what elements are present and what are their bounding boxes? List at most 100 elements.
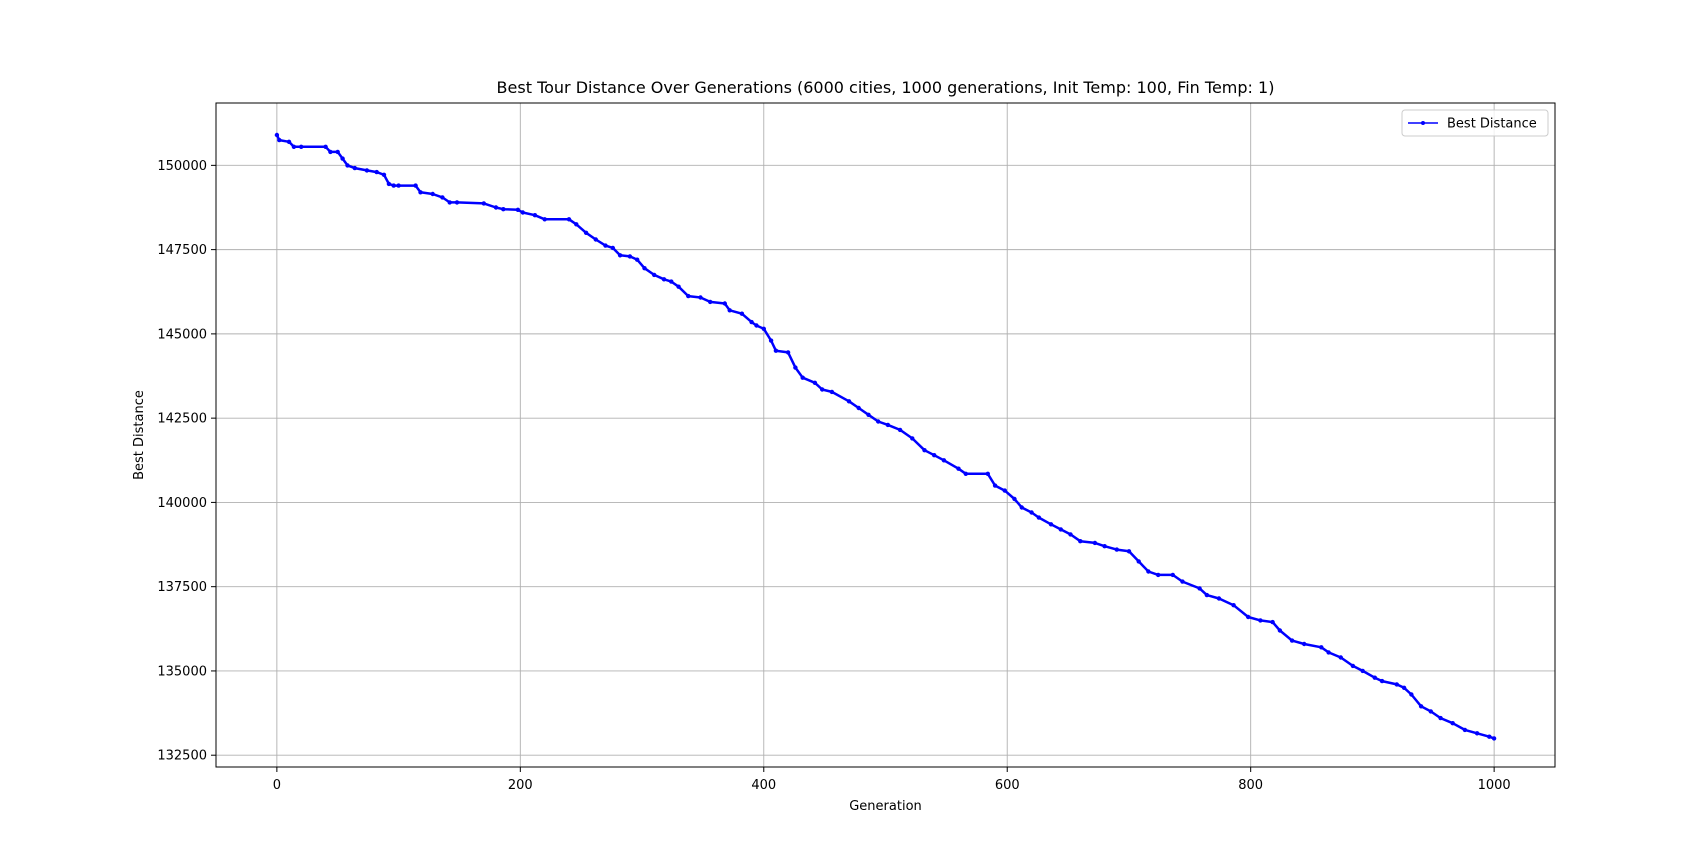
data-point [793,365,798,370]
x-tick-label: 400 [751,778,776,793]
data-point [932,453,937,458]
data-point [1401,685,1407,690]
data-point [829,389,835,395]
data-point [1360,668,1365,674]
data-point [501,207,506,212]
data-point [1350,663,1356,669]
x-tick-label: 0 [273,778,281,793]
data-point [1146,569,1151,574]
data-point [686,293,691,299]
y-tick-label: 135000 [157,664,207,679]
data-point [652,272,657,278]
data-point [1231,603,1236,608]
data-point [698,295,703,300]
data-point [768,338,774,343]
data-point [566,217,572,222]
data-point [1092,540,1098,546]
data-point [542,217,547,222]
data-point [493,205,499,210]
legend: Best Distance [1401,109,1549,137]
y-tick-label: 142500 [157,412,207,427]
data-point [583,230,589,235]
data-point [1246,614,1251,620]
data-point [922,448,927,453]
data-point [396,183,401,188]
data-point [785,350,791,355]
data-point [593,237,598,242]
data-point [812,380,818,385]
y-tick-label: 140000 [157,496,207,511]
x-tick-label: 1000 [1478,778,1511,793]
data-point [676,284,681,289]
data-point [391,183,396,188]
data-point [374,169,379,175]
x-axis-label: Generation [849,799,922,814]
data-point [876,419,881,424]
data-point [323,144,328,149]
series-layer [274,132,1497,741]
data-point [286,139,292,144]
data-point [520,210,525,215]
data-point [1002,488,1007,493]
data-point [1379,678,1385,684]
chart-title: Best Tour Distance Over Generations (600… [497,78,1275,97]
data-point [617,253,623,258]
data-point [642,266,647,271]
data-point [610,245,615,251]
data-point [727,308,732,313]
x-tick-label: 600 [995,778,1020,793]
data-point [1289,638,1295,643]
data-point [381,172,387,177]
data-point [418,190,423,195]
data-point [1394,682,1400,687]
plot-area-frame [215,102,1556,768]
data-point [754,323,759,328]
data-point [1136,559,1141,564]
data-point [661,277,667,282]
data-point [1058,527,1064,532]
data-point [447,200,452,205]
data-point [440,195,445,200]
y-tick-label: 145000 [157,327,207,342]
data-point [274,132,280,138]
x-tick-label: 800 [1238,778,1263,793]
data-point [515,207,521,212]
data-point [739,311,745,316]
data-point [1277,628,1283,633]
data-point [1462,727,1468,733]
data-point [603,243,608,248]
y-tick-label: 137500 [157,580,207,595]
data-point [722,301,727,306]
data-point [277,137,282,143]
data-point [1180,579,1185,584]
data-point [885,422,891,428]
data-point [532,213,538,218]
data-point [1036,515,1042,520]
data-point [897,427,903,433]
data-point [1197,586,1202,591]
data-point [430,191,435,197]
data-point [761,326,766,331]
data-point [1114,547,1120,552]
data-point [364,168,370,173]
data-point [1487,734,1492,739]
data-point [1418,704,1424,709]
data-point [1126,549,1132,554]
legend-box [1401,109,1549,137]
data-point [773,348,779,353]
legend-swatch-marker [1421,121,1425,125]
data-point [992,483,998,488]
data-point [340,156,345,161]
data-point [1204,592,1210,598]
data-point [820,387,825,392]
data-point [299,144,304,149]
data-point [345,163,350,168]
data-point [1326,650,1331,655]
data-point [1048,522,1054,527]
data-point [1438,715,1443,721]
data-point [1156,572,1161,578]
axis-ticks: 0 200 400 600 800 1000 132500 135000 137500 14000… [157,159,1510,793]
y-tick-label: 147500 [157,243,207,258]
data-point [1078,539,1083,544]
data-point [328,149,333,155]
